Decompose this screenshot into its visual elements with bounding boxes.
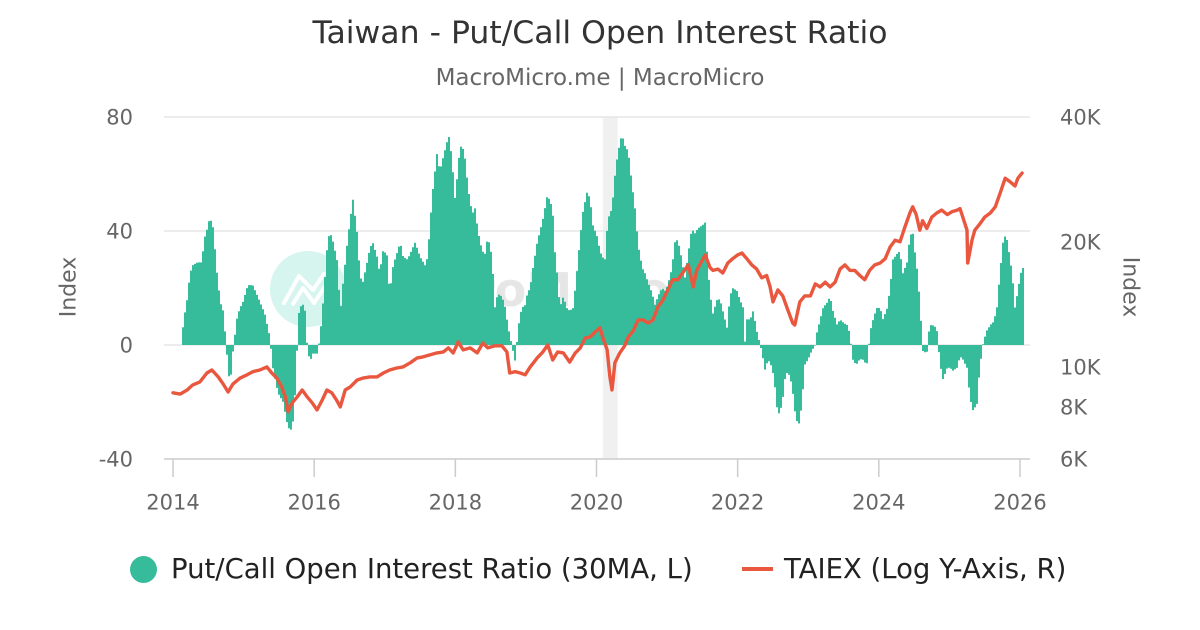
- y-axis-right: 40K 20K 10K 8K 6K: [1060, 106, 1102, 472]
- legend-label: Put/Call Open Interest Ratio (30MA, L): [171, 553, 693, 585]
- y-axis-left-title: Index: [57, 257, 82, 318]
- legend-item-put-call-ratio[interactable]: Put/Call Open Interest Ratio (30MA, L): [130, 549, 693, 589]
- taiex-line: [171, 171, 1024, 414]
- y-axis-right-label: 40K: [1060, 106, 1102, 130]
- x-axis-label: 2014: [146, 491, 199, 515]
- watermark-zigzag-icon: [291, 283, 328, 306]
- y-axis-right-label: 6K: [1060, 448, 1088, 472]
- y-axis-right-label: 8K: [1060, 396, 1088, 420]
- legend-circle-icon: [130, 555, 157, 583]
- watermark-zigzag-icon: [282, 272, 326, 305]
- x-axis-label: 2020: [570, 491, 623, 515]
- legend-label: TAIEX (Log Y-Axis, R): [784, 553, 1067, 585]
- series-layer: [171, 137, 1024, 430]
- y-axis-right-label: 10K: [1060, 355, 1102, 379]
- y-axis-left: 80 40 0 -40: [99, 106, 133, 472]
- y-axis-left-label: 0: [120, 334, 133, 358]
- y-axis-left-label: 40: [106, 220, 133, 244]
- legend-line-icon: [742, 567, 773, 571]
- x-axis: 2014 2016 2018 2020 2022 2024 2026: [146, 458, 1047, 515]
- x-axis-label: 2024: [852, 491, 905, 515]
- chart-title: Taiwan - Put/Call Open Interest Ratio: [312, 15, 888, 51]
- x-axis-label: 2018: [429, 491, 482, 515]
- x-axis-label: 2016: [287, 491, 340, 515]
- x-axis-label: 2022: [711, 491, 764, 515]
- x-axis-label: 2026: [993, 491, 1046, 515]
- y-axis-left-label: 80: [106, 106, 133, 130]
- y-axis-left-label: -40: [99, 448, 133, 472]
- put-call-ratio-bars: [182, 137, 1024, 430]
- legend: Put/Call Open Interest Ratio (30MA, L) T…: [0, 549, 1200, 589]
- y-axis-right-title: Index: [1118, 257, 1143, 318]
- legend-item-taiex[interactable]: TAIEX (Log Y-Axis, R): [742, 549, 1066, 589]
- y-axis-right-label: 20K: [1060, 231, 1102, 255]
- chart-subtitle: MacroMicro.me | MacroMicro: [435, 65, 765, 91]
